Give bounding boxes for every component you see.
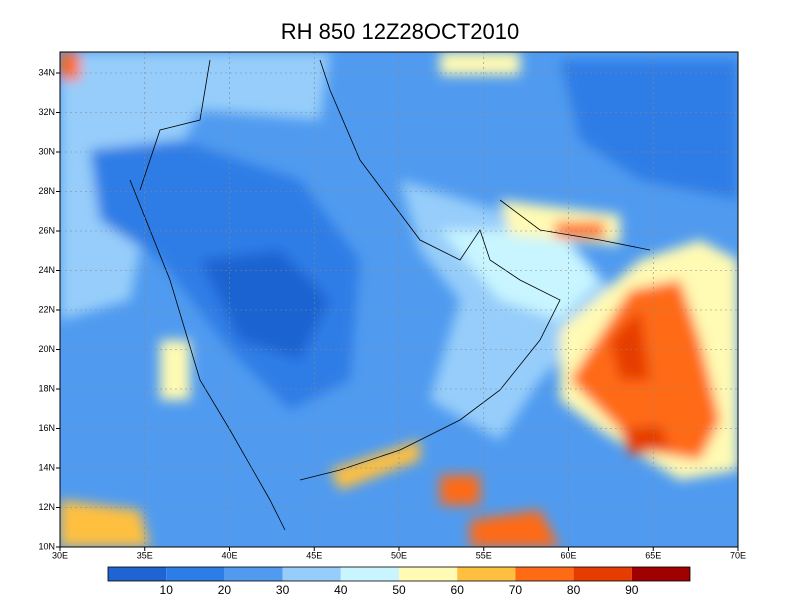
colorbar-label: 70 [509, 583, 523, 597]
blob-orange [440, 475, 480, 505]
colorbar-frame [107, 566, 691, 582]
colorbar-swatch [224, 567, 283, 581]
lat-label: 12N [38, 502, 55, 512]
lon-label: 35E [137, 550, 153, 560]
lon-label: 45E [306, 550, 322, 560]
lat-label: 14N [38, 462, 55, 472]
lat-label: 18N [38, 383, 55, 393]
blob-orange [60, 52, 80, 80]
blob-pale [440, 230, 600, 320]
blob-red [610, 310, 650, 380]
lat-label: 34N [38, 67, 55, 77]
colorbar-swatch [631, 567, 690, 581]
blob-yellow [160, 340, 190, 400]
colorbar-label: 50 [392, 583, 406, 597]
map-frame [59, 51, 739, 548]
colorbar-label: 10 [160, 583, 174, 597]
colorbar-label: 90 [625, 583, 639, 597]
lat-label: 28N [38, 186, 55, 196]
lat-label: 16N [38, 423, 55, 433]
lon-label: 30E [52, 550, 68, 560]
blob-dark [200, 250, 330, 360]
lat-label: 20N [38, 344, 55, 354]
colorbar-swatch [282, 567, 341, 581]
colorbar-swatch [340, 567, 399, 581]
colorbar-swatch [166, 567, 225, 581]
lat-label: 26N [38, 225, 55, 235]
rh-field [60, 52, 738, 547]
lon-label: 50E [391, 550, 407, 560]
lon-label: 60E [560, 550, 576, 560]
colorbar-label: 20 [218, 583, 232, 597]
blob-orange [470, 510, 560, 547]
lon-label: 40E [221, 550, 237, 560]
lat-label: 32N [38, 107, 55, 117]
blob-red [620, 425, 670, 455]
colorbar-label: 80 [567, 583, 581, 597]
blob-mid [560, 60, 738, 200]
colorbar-label: 40 [334, 583, 348, 597]
blob-amber [60, 500, 150, 547]
lon-label: 55E [476, 550, 492, 560]
lat-label: 22N [38, 304, 55, 314]
colorbar-label: 60 [451, 583, 465, 597]
colorbar: 10 20 30 40 50 60 70 80 90 [107, 566, 691, 597]
lat-label: 30N [38, 146, 55, 156]
colorbar-swatch [515, 567, 574, 581]
graticule: 10N 12N 14N 16N 18N 20N 22N 24N 26N 28N 30N 32N 34N 3… [38, 52, 746, 560]
lon-label: 70E [730, 550, 746, 560]
coastline [129, 59, 651, 531]
blob-amber [330, 440, 420, 490]
lat-label: 24N [38, 265, 55, 275]
blob-yellow [440, 52, 520, 75]
map-title: RH 850 12Z28OCT2010 [281, 19, 519, 44]
lat-label: 10N [38, 541, 55, 551]
colorbar-label: 30 [276, 583, 290, 597]
blob-light [60, 52, 330, 320]
colorbar-swatch [573, 567, 632, 581]
colorbar-swatch [457, 567, 516, 581]
colorbar-swatch [108, 567, 167, 581]
colorbar-swatch [399, 567, 458, 581]
field-blobs [60, 52, 738, 547]
blob-orange [555, 222, 605, 238]
lon-label: 65E [645, 550, 661, 560]
